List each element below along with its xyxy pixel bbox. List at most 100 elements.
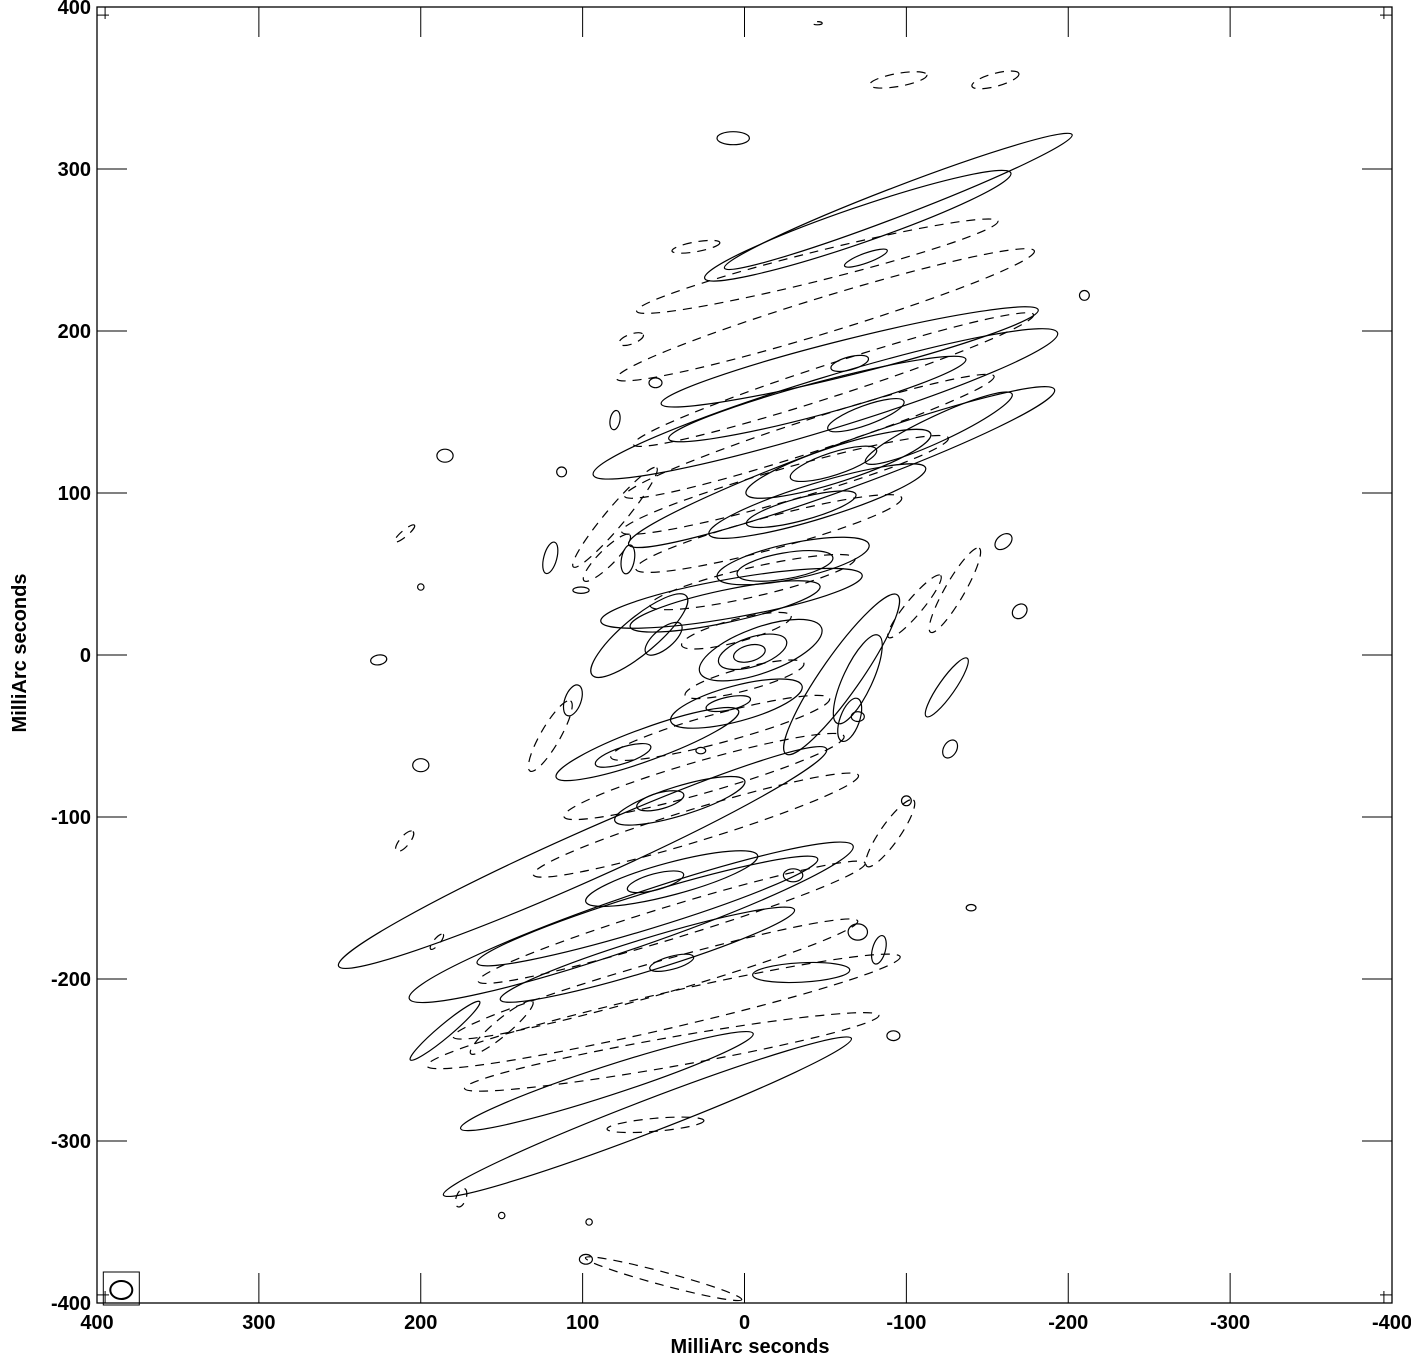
contour-positive xyxy=(590,593,689,679)
x-tick-label: 400 xyxy=(80,1312,113,1334)
contour-positive xyxy=(783,593,901,756)
contour-positive xyxy=(1011,603,1028,620)
contour-positive xyxy=(585,1218,593,1226)
beam-box xyxy=(102,1271,140,1306)
contour-positive xyxy=(716,536,870,586)
contour-positive xyxy=(669,678,803,729)
x-tick-label: 0 xyxy=(739,1312,750,1334)
contour-positive xyxy=(830,354,870,373)
contour-positive xyxy=(704,169,1012,282)
contour-positive xyxy=(600,567,863,629)
contour-positive xyxy=(412,758,430,773)
contour-negative xyxy=(887,574,942,639)
contour-negative xyxy=(572,466,658,568)
y-tick-label: 0 xyxy=(80,645,91,667)
contour-negative xyxy=(584,1256,743,1302)
contour-negative xyxy=(452,918,859,1040)
contour-negative xyxy=(582,533,632,583)
contour-positive xyxy=(370,654,388,666)
contour-positive xyxy=(942,739,959,759)
contour-positive xyxy=(994,533,1013,551)
contour-positive xyxy=(733,643,766,663)
contour-positive xyxy=(900,795,912,807)
y-tick-label: 100 xyxy=(58,483,91,505)
contour-positive xyxy=(542,541,559,575)
contour-positive xyxy=(556,466,568,478)
contour-positive xyxy=(416,583,425,591)
contour-negative xyxy=(527,699,573,773)
x-tick-labels: 400 300 200 100 0 -100 -200 -300 -400 xyxy=(80,1312,1411,1334)
contour-positive xyxy=(578,1253,594,1265)
contour-positive xyxy=(337,746,828,969)
x-tick-label: 100 xyxy=(566,1312,599,1334)
contour-positive xyxy=(499,906,796,1003)
beam-box-frame xyxy=(102,1271,140,1306)
contour-positive xyxy=(789,445,878,483)
contour-positive xyxy=(698,618,823,682)
contour-positive xyxy=(408,841,854,1004)
contour-negative xyxy=(393,524,416,543)
y-tick-label: -300 xyxy=(51,1131,91,1153)
x-tick-label: -100 xyxy=(886,1312,926,1334)
contour-positive xyxy=(864,391,1013,465)
contour-positive xyxy=(832,634,883,725)
contour-negative xyxy=(649,553,856,611)
contour-positive xyxy=(572,586,590,595)
contour-negative xyxy=(532,772,860,878)
plot-frame xyxy=(96,6,1393,1304)
contour-negative xyxy=(620,434,950,535)
contour-positive xyxy=(609,409,621,431)
contour-negative xyxy=(426,953,901,1070)
contour-positive xyxy=(843,248,888,268)
contour-positive xyxy=(736,549,834,582)
contour-negative xyxy=(429,933,445,951)
contour-positive xyxy=(745,428,932,499)
contour-negative xyxy=(477,860,866,985)
x-tick-label: -300 xyxy=(1210,1312,1250,1334)
contour-negative xyxy=(469,1000,534,1055)
y-tick-labels: -400 -300 -200 -100 0 100 200 300 400 xyxy=(51,0,91,1315)
contour-positive xyxy=(614,775,746,826)
contour-positive xyxy=(870,934,887,965)
contour-negative xyxy=(606,1116,705,1134)
contour-positive xyxy=(782,868,804,883)
contour-positive xyxy=(717,633,788,671)
contour-positive xyxy=(562,684,583,717)
contour-positive xyxy=(752,961,851,984)
contour-positive xyxy=(850,711,865,723)
contour-negative xyxy=(635,494,903,573)
contour-negative xyxy=(635,218,999,315)
contour-positive xyxy=(459,1030,754,1132)
contour-negative xyxy=(811,21,823,26)
contour-positive xyxy=(723,132,1073,271)
y-tick-label: -100 xyxy=(51,807,91,829)
y-tick-label: -400 xyxy=(51,1293,91,1315)
x-axis-title: MilliArc seconds xyxy=(671,1336,830,1358)
contour-positive xyxy=(476,855,819,967)
contour-negative xyxy=(463,1012,880,1092)
contour-negative xyxy=(869,71,928,89)
contour-negative xyxy=(865,798,916,868)
contour-positive xyxy=(497,1211,506,1220)
y-tick-label: -200 xyxy=(51,969,91,991)
contour-negative xyxy=(928,547,982,634)
contour-positive xyxy=(886,1030,901,1042)
contour-positive xyxy=(555,706,740,782)
contour-positive xyxy=(409,1000,481,1061)
x-tick-label: 300 xyxy=(242,1312,275,1334)
y-tick-label: 300 xyxy=(58,159,91,181)
y-axis-title: MilliArc seconds xyxy=(9,574,31,733)
contour-positive xyxy=(847,923,869,941)
contour-negative xyxy=(671,239,721,254)
contour-positive xyxy=(648,377,663,389)
contour-negative xyxy=(684,659,805,700)
contour-negative xyxy=(623,373,995,499)
contour-positive xyxy=(620,544,636,575)
contour-positive xyxy=(585,850,759,908)
contour-negative xyxy=(454,1187,468,1208)
contour-positive xyxy=(695,746,707,755)
x-tick-label: -200 xyxy=(1048,1312,1088,1334)
contour-negative xyxy=(971,70,1020,90)
